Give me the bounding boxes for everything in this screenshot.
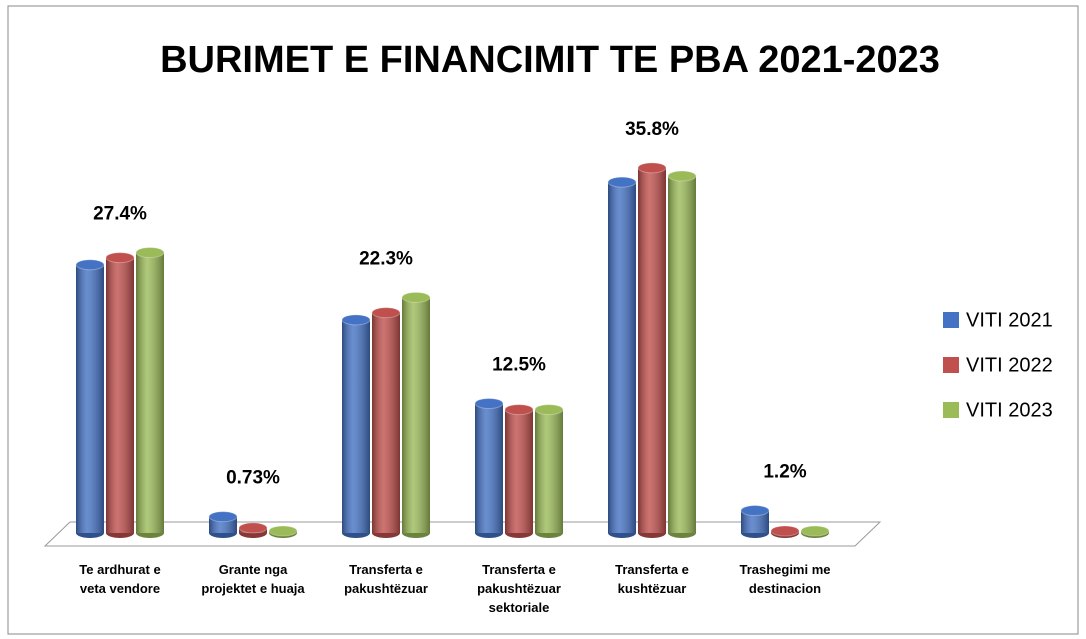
bar bbox=[341, 314, 371, 538]
legend-label: VITI 2021 bbox=[966, 309, 1053, 331]
bar-shade bbox=[638, 167, 666, 533]
bar-top bbox=[740, 505, 770, 517]
bar bbox=[534, 404, 564, 538]
bar bbox=[401, 291, 431, 538]
legend-swatch bbox=[943, 402, 959, 418]
bar bbox=[770, 525, 800, 538]
bar-top bbox=[401, 291, 431, 303]
bar bbox=[474, 397, 504, 538]
bar-shade bbox=[402, 297, 430, 533]
bar-top bbox=[607, 176, 637, 188]
bar-top bbox=[105, 252, 135, 264]
data-label: 27.4% bbox=[93, 204, 147, 225]
bar bbox=[667, 170, 697, 538]
bar bbox=[504, 404, 534, 538]
x-tick-label: Grante nga projektet e huaja bbox=[201, 562, 305, 596]
bar-top bbox=[637, 162, 667, 174]
bar-top bbox=[371, 307, 401, 319]
bar-shade bbox=[136, 252, 164, 533]
bar-top bbox=[135, 247, 165, 258]
bar-shade bbox=[106, 257, 134, 533]
bar bbox=[75, 259, 105, 538]
bar bbox=[208, 511, 238, 538]
bar-top bbox=[770, 525, 800, 537]
bar-shade bbox=[535, 409, 563, 533]
bar-top bbox=[341, 314, 371, 326]
bar bbox=[268, 525, 298, 538]
data-label: 35.8% bbox=[625, 119, 679, 140]
legend-label: VITI 2022 bbox=[966, 354, 1053, 376]
bar bbox=[135, 247, 165, 538]
bar-shade bbox=[608, 182, 636, 533]
x-tick-label: Trashegimi me destinacion bbox=[739, 562, 831, 596]
bar-top bbox=[534, 404, 564, 416]
data-label: 1.2% bbox=[763, 462, 806, 483]
x-tick-label: Te ardhurat e veta vendore bbox=[79, 562, 161, 596]
bar-top bbox=[268, 525, 298, 537]
bar-shade bbox=[372, 312, 400, 533]
bar bbox=[607, 176, 637, 538]
data-label: 22.3% bbox=[359, 248, 413, 269]
legend-swatch bbox=[943, 312, 959, 328]
x-tick-label: Transferta e kushtëzuar bbox=[615, 562, 689, 596]
bar bbox=[105, 252, 135, 538]
bar bbox=[238, 522, 268, 538]
bar-shade bbox=[668, 176, 696, 533]
bar-shade bbox=[76, 264, 104, 533]
x-tick-label: Transferta e pakushtëzuar bbox=[344, 562, 428, 596]
data-label: 12.5% bbox=[492, 354, 546, 375]
bar-top bbox=[238, 522, 268, 534]
legend-swatch bbox=[943, 357, 959, 373]
bar-shade bbox=[342, 319, 370, 533]
bar bbox=[371, 307, 401, 538]
bar-top bbox=[75, 259, 105, 271]
bar-shade bbox=[505, 409, 533, 533]
legend-label: VITI 2023 bbox=[966, 399, 1053, 421]
bar bbox=[740, 505, 770, 538]
x-tick-label: Transferta e pakushtëzuar sektoriale bbox=[477, 562, 561, 615]
data-label: 0.73% bbox=[226, 468, 280, 489]
bar-top bbox=[208, 511, 238, 523]
bar-top bbox=[800, 525, 830, 537]
bar-top bbox=[667, 170, 697, 182]
bar-shade bbox=[475, 403, 503, 533]
bar-top bbox=[504, 404, 534, 416]
chart-title: BURIMET E FINANCIMIT TE PBA 2021-2023 bbox=[160, 39, 940, 81]
bar bbox=[637, 162, 667, 538]
bar bbox=[800, 525, 830, 538]
bar-shade bbox=[741, 510, 769, 533]
bar-top bbox=[474, 397, 504, 409]
